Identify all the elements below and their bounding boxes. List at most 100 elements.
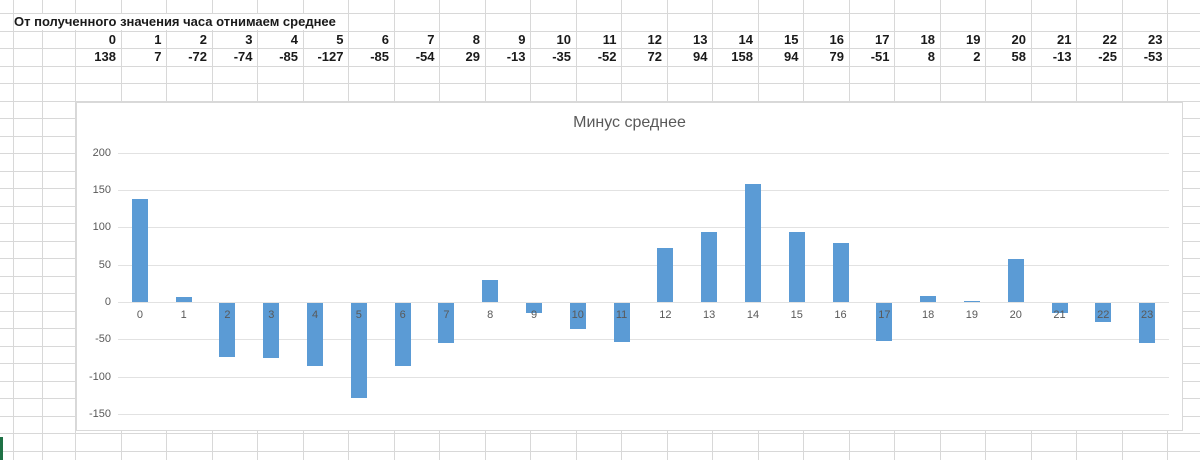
bar[interactable] <box>263 303 280 359</box>
hour-header-cell[interactable]: 0 <box>108 31 116 47</box>
value-cell[interactable]: 94 <box>693 49 708 64</box>
bar[interactable] <box>1051 303 1068 313</box>
value-cell[interactable]: 8 <box>927 49 935 64</box>
hour-header-cell[interactable]: 18 <box>920 31 935 47</box>
hour-header-cell[interactable]: 22 <box>1102 31 1117 47</box>
x-axis-tick-label: 22 <box>1097 309 1110 321</box>
bar[interactable] <box>832 243 849 302</box>
y-axis-tick-label: -150 <box>88 407 111 420</box>
value-cell[interactable]: 29 <box>465 49 480 64</box>
chart-gridline <box>118 190 1169 192</box>
x-axis-tick-label: 8 <box>487 309 494 321</box>
hour-header-cell[interactable]: 2 <box>199 31 207 47</box>
value-cell[interactable]: 72 <box>647 49 662 64</box>
hour-header-cell[interactable]: 5 <box>336 31 344 47</box>
x-axis-tick-label: 6 <box>399 309 406 321</box>
value-cell[interactable]: -51 <box>870 49 890 64</box>
bar[interactable] <box>307 303 324 367</box>
value-cell[interactable]: 7 <box>154 49 162 64</box>
x-axis-tick-label: 7 <box>443 309 450 321</box>
x-axis-tick-label: 21 <box>1053 309 1066 321</box>
bar[interactable] <box>438 303 455 344</box>
value-cell[interactable]: -25 <box>1098 49 1117 64</box>
y-axis-tick-label: 200 <box>92 146 111 159</box>
hour-header-cell[interactable]: 10 <box>556 31 571 47</box>
hour-header-cell[interactable]: 9 <box>518 31 526 47</box>
chart-gridline <box>118 227 1169 229</box>
bar[interactable] <box>350 303 367 398</box>
bar[interactable] <box>657 248 674 302</box>
value-cell[interactable]: -13 <box>1052 49 1072 64</box>
sheet-gridline <box>0 30 1200 32</box>
y-axis-tick-label: 0 <box>104 296 111 308</box>
chart-gridline <box>118 264 1169 266</box>
value-cell[interactable]: 158 <box>731 49 753 64</box>
bar[interactable] <box>482 280 499 302</box>
hour-header-cell[interactable]: 1 <box>154 31 162 47</box>
value-cell[interactable]: -127 <box>317 49 344 64</box>
hour-header-cell[interactable]: 8 <box>472 31 480 47</box>
bar[interactable] <box>920 296 937 302</box>
value-cell[interactable]: -85 <box>370 49 389 64</box>
y-axis-tick-label: -50 <box>95 333 111 346</box>
chart-object[interactable]: Минус среднее 200 150 100 50 0 -50 -100 -150 0 1 2… <box>76 102 1183 431</box>
hour-header-cell[interactable]: 20 <box>1011 31 1026 47</box>
bar[interactable] <box>394 303 411 367</box>
hour-header-cell[interactable]: 23 <box>1148 31 1163 47</box>
bar[interactable] <box>1007 258 1024 302</box>
hour-header-cell[interactable]: 16 <box>829 31 844 47</box>
hour-header-cell[interactable]: 13 <box>693 31 708 47</box>
x-axis-tick-label: 13 <box>703 309 716 321</box>
x-axis-tick-label: 14 <box>746 309 760 321</box>
value-cell[interactable]: -53 <box>1143 49 1163 64</box>
value-cell[interactable]: 138 <box>94 49 116 64</box>
hour-header-cell[interactable]: 17 <box>875 31 890 47</box>
x-axis-tick-label: 12 <box>659 309 672 321</box>
bar[interactable] <box>876 303 893 342</box>
bar[interactable] <box>175 296 192 302</box>
hour-header-cell[interactable]: 11 <box>602 31 617 47</box>
chart-gridline <box>118 376 1169 378</box>
bar[interactable] <box>613 303 630 342</box>
hour-header-cell[interactable]: 14 <box>738 31 753 47</box>
value-cell[interactable]: 94 <box>784 49 799 64</box>
hour-header-cell[interactable]: 15 <box>784 31 799 47</box>
value-cell[interactable]: -52 <box>597 49 617 64</box>
bar[interactable] <box>569 303 586 330</box>
bar[interactable] <box>701 231 718 302</box>
value-cell[interactable]: 79 <box>829 49 844 64</box>
bar[interactable] <box>788 231 805 302</box>
y-axis-tick-label: 50 <box>98 258 111 271</box>
value-cell[interactable]: 2 <box>973 49 981 64</box>
sheet-gridline <box>75 0 76 460</box>
value-cell[interactable]: 58 <box>1011 49 1026 64</box>
hour-header-cell[interactable]: 3 <box>245 31 253 47</box>
hour-header-cell[interactable]: 6 <box>381 31 389 47</box>
bar[interactable] <box>1139 303 1156 343</box>
sheet-gridline <box>0 48 1200 49</box>
bar[interactable] <box>219 303 236 357</box>
bar[interactable] <box>744 184 761 302</box>
bar[interactable] <box>131 199 148 302</box>
hour-header-cell[interactable]: 21 <box>1057 31 1072 47</box>
value-cell[interactable]: -85 <box>279 49 298 64</box>
bar[interactable] <box>963 300 980 302</box>
hour-header-cell[interactable]: 7 <box>427 31 435 47</box>
bar[interactable] <box>526 303 543 313</box>
value-cell[interactable]: -13 <box>506 49 526 64</box>
hour-header-cell[interactable]: 12 <box>647 31 662 47</box>
y-axis-tick-label: -100 <box>88 370 111 383</box>
caption-cell[interactable]: От полученного значения часа отнимаем ср… <box>14 14 348 30</box>
value-cell[interactable]: -35 <box>552 49 571 64</box>
chart-gridline <box>118 302 1169 303</box>
sheet-gridline <box>0 100 1200 102</box>
hour-header-cell[interactable]: 19 <box>966 31 981 47</box>
value-cell[interactable]: -72 <box>188 49 207 64</box>
bar[interactable] <box>1095 303 1112 322</box>
value-cell[interactable]: -54 <box>415 49 435 64</box>
y-axis-tick-label: 150 <box>92 184 111 197</box>
value-cell[interactable]: -74 <box>233 49 253 64</box>
x-axis-tick-label: 11 <box>615 309 628 321</box>
y-axis-tick-label: 100 <box>92 221 111 234</box>
hour-header-cell[interactable]: 4 <box>290 31 298 47</box>
